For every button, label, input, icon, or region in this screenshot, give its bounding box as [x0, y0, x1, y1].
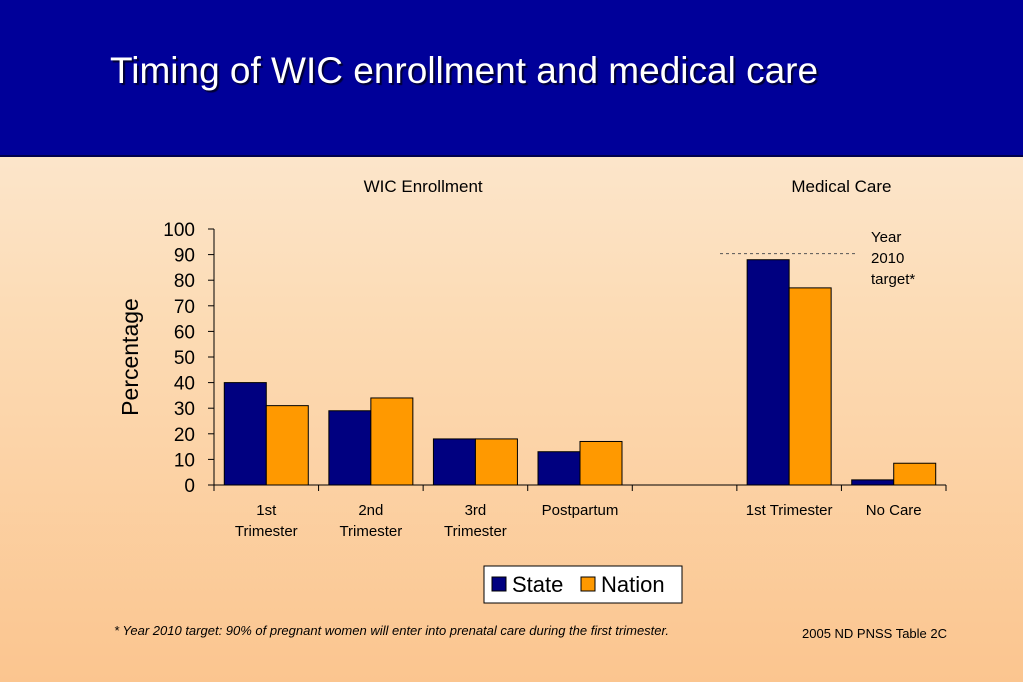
legend-label-nation: Nation [601, 572, 665, 597]
bar-chart: 0 10 20 30 40 50 60 70 80 90 100 Percentage 1st Trime… [117, 177, 947, 604]
x-category-label: Postpartum [542, 502, 619, 519]
y-tick-label: 30 [174, 399, 195, 420]
legend-swatch-state [491, 576, 507, 592]
x-category-label: Trimester [235, 523, 298, 540]
x-category-label: 1st [256, 502, 277, 519]
title-banner: Timing of WIC enrollment and medical car… [0, 0, 1023, 157]
x-category-label: 2nd [358, 502, 383, 519]
y-tick-label: 90 [174, 246, 195, 267]
x-category-label: 3rd [465, 502, 487, 519]
group-label: Medical Care [791, 177, 891, 196]
x-category-label: Trimester [444, 523, 507, 540]
target-label: target* [871, 271, 915, 288]
bar-nation [788, 287, 832, 486]
bar-nation [474, 438, 518, 486]
x-category-label: No Care [866, 502, 922, 519]
footnote: * Year 2010 target: 90% of pregnant wome… [114, 623, 669, 638]
bar-state [746, 259, 790, 486]
bar-state [223, 382, 267, 486]
bar-state [537, 451, 581, 486]
x-category-label: Trimester [339, 523, 402, 540]
x-category-label: 1st Trimester [746, 502, 833, 519]
y-tick-label: 0 [184, 476, 195, 497]
y-tick-label: 80 [174, 271, 195, 292]
group-label: WIC Enrollment [364, 177, 483, 196]
bar-state [432, 438, 476, 486]
y-axis-label: Percentage [117, 298, 143, 416]
target-label: 2010 [871, 250, 904, 267]
legend-label-state: State [512, 572, 563, 597]
y-tick-label: 40 [174, 374, 195, 395]
y-tick-label: 60 [174, 322, 195, 343]
legend-swatch-nation [580, 576, 596, 592]
slide-title: Timing of WIC enrollment and medical car… [110, 50, 819, 91]
target-label: Year [871, 229, 901, 246]
bar-state [328, 410, 372, 486]
bar-nation [265, 405, 309, 486]
y-tick-label: 50 [174, 348, 195, 369]
source-citation: 2005 ND PNSS Table 2C [802, 626, 948, 641]
bar-state [851, 479, 895, 486]
y-tick-label: 10 [174, 450, 195, 471]
y-tick-label: 70 [174, 297, 195, 318]
bar-nation [893, 462, 937, 486]
bar-nation [370, 397, 414, 486]
y-tick-label: 100 [163, 220, 195, 241]
bar-nation [579, 440, 623, 486]
y-tick-label: 20 [174, 425, 195, 446]
